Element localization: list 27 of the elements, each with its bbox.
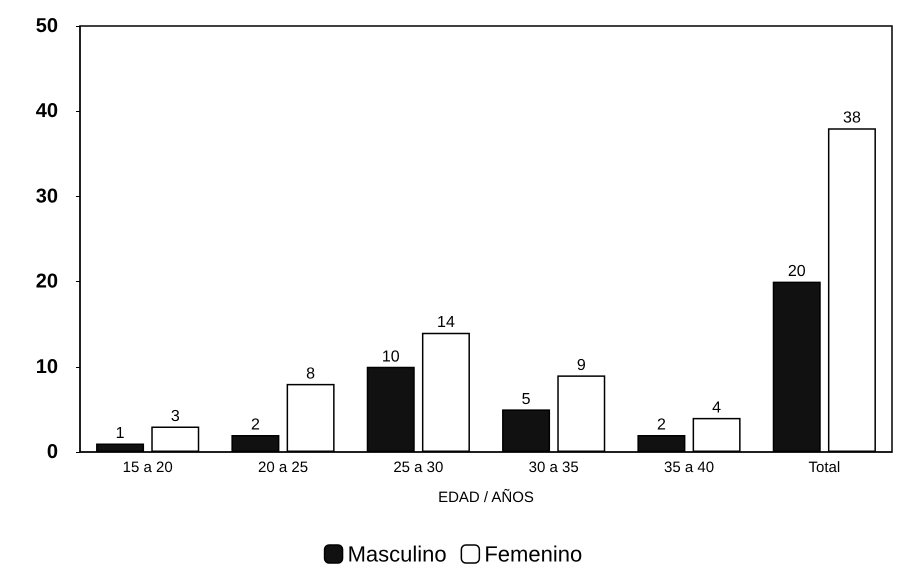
x-tick-label: 25 a 30 bbox=[393, 459, 444, 476]
x-tick-label: 35 a 40 bbox=[664, 459, 714, 476]
x-tick-label: 30 a 35 bbox=[528, 459, 579, 476]
y-tick-label: 40 bbox=[36, 100, 58, 122]
y-tick-label: 20 bbox=[36, 270, 58, 293]
data-label: 4 bbox=[712, 399, 722, 416]
data-label: 38 bbox=[843, 110, 861, 127]
data-label: 2 bbox=[656, 416, 666, 434]
data-label: 2 bbox=[250, 416, 260, 434]
data-label: 5 bbox=[522, 390, 531, 408]
legend-label: Femenino bbox=[484, 542, 582, 566]
data-label: 10 bbox=[382, 348, 400, 366]
data-label: 8 bbox=[306, 365, 316, 382]
y-tick-label: 10 bbox=[36, 356, 58, 378]
data-label: 14 bbox=[437, 314, 455, 332]
data-label: 3 bbox=[170, 408, 180, 425]
x-tick-label: 15 a 20 bbox=[122, 459, 173, 476]
y-tick-label: 50 bbox=[36, 15, 58, 37]
y-tick-label: 0 bbox=[46, 441, 58, 463]
x-axis-title: EDAD / AÑOS bbox=[438, 488, 534, 506]
legend-label: Masculino bbox=[348, 542, 447, 566]
data-label: 20 bbox=[788, 263, 806, 280]
x-tick-label: 20 a 25 bbox=[258, 459, 308, 476]
y-tick-label: 30 bbox=[36, 185, 58, 208]
x-tick-label: Total bbox=[808, 459, 840, 476]
data-label: 1 bbox=[116, 424, 125, 442]
data-label: 9 bbox=[576, 356, 586, 374]
